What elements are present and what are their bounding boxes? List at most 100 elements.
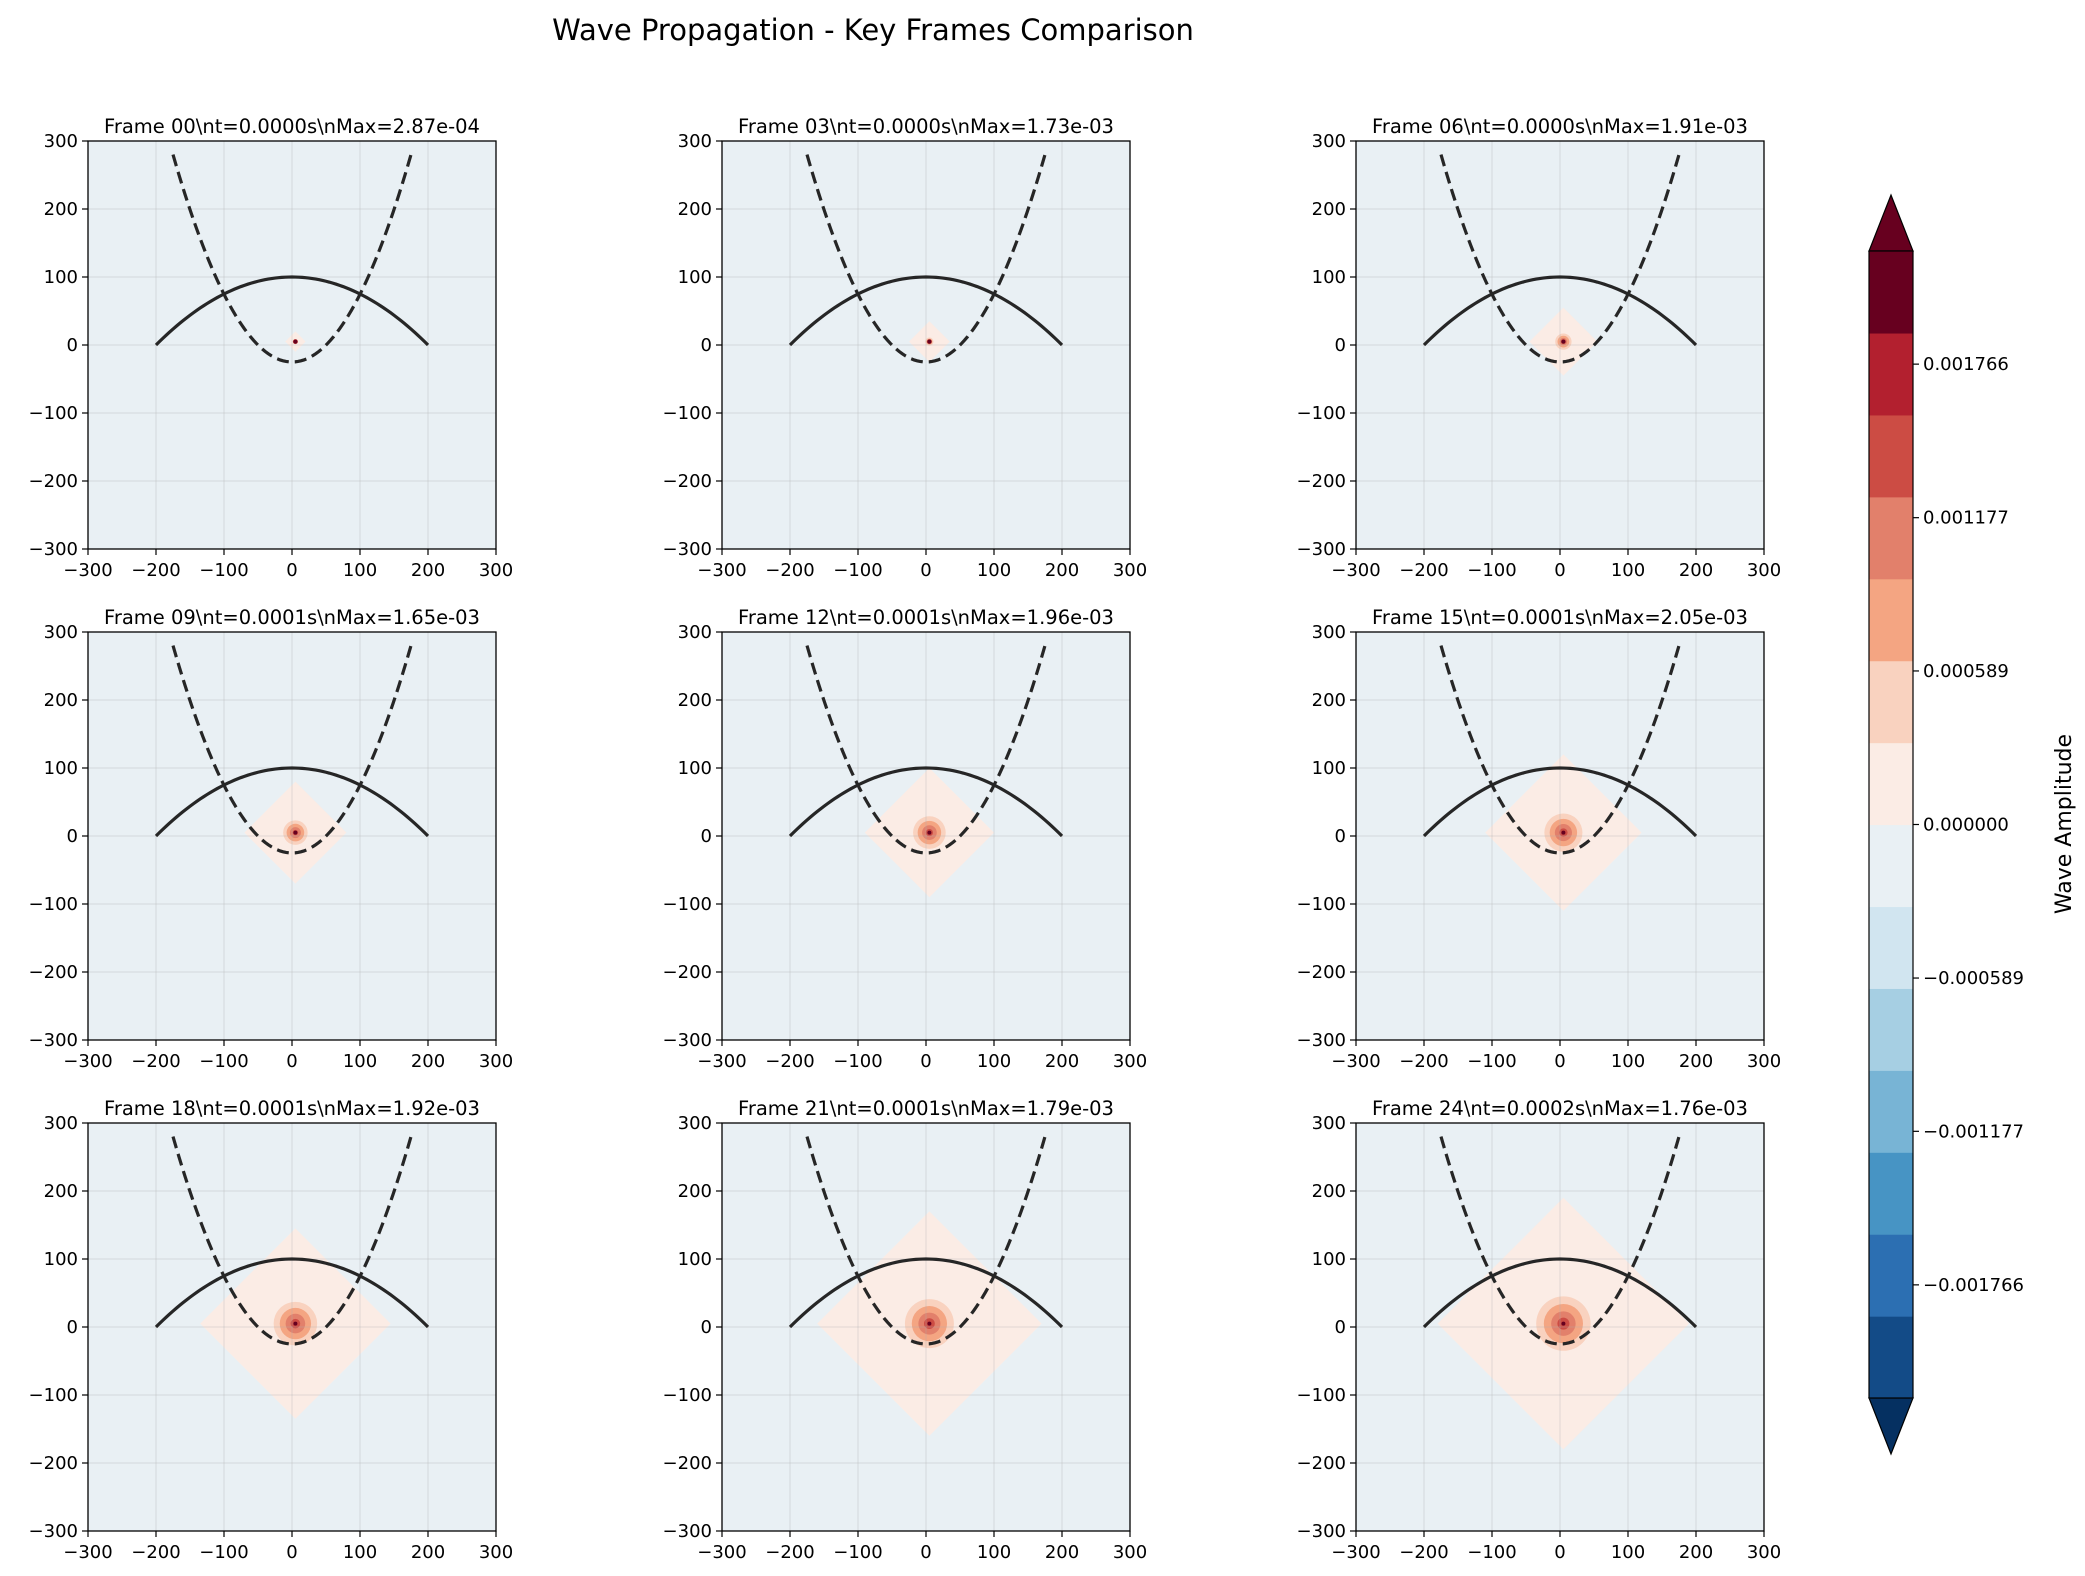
x-tick-label: −300 bbox=[63, 560, 112, 581]
x-tick-label: 300 bbox=[479, 1051, 513, 1072]
y-tick-label: 300 bbox=[678, 131, 712, 152]
x-tick-label: 300 bbox=[1113, 560, 1147, 581]
y-tick-label: 300 bbox=[678, 622, 712, 643]
x-tick-label: 200 bbox=[1679, 1542, 1713, 1563]
colorbar-segment bbox=[1869, 251, 1913, 334]
x-tick-label: −300 bbox=[63, 1542, 112, 1563]
x-tick-label: 0 bbox=[920, 1542, 931, 1563]
y-tick-label: 0 bbox=[1335, 335, 1346, 356]
panels-grid: −300 −200 −100 0 100 200 300 −300 −200 −100 0 100 20… bbox=[29, 115, 1782, 1563]
colorbar-extend-max bbox=[1868, 193, 1914, 252]
y-tick-label: −100 bbox=[29, 894, 78, 915]
x-tick-label: −200 bbox=[1399, 1051, 1448, 1072]
x-tick-label: 100 bbox=[977, 560, 1011, 581]
x-tick-label: −200 bbox=[765, 1051, 814, 1072]
x-tick-label: 300 bbox=[479, 1542, 513, 1563]
colorbar-segment bbox=[1869, 1316, 1913, 1399]
solid-curve bbox=[788, 766, 1064, 838]
colorbar-tick-label: −0.000589 bbox=[1923, 968, 2024, 989]
y-tick-label: 100 bbox=[1312, 758, 1346, 779]
x-tick-label: −200 bbox=[131, 1542, 180, 1563]
x-tick-label: −300 bbox=[1331, 1542, 1380, 1563]
colorbar-segment bbox=[1869, 906, 1913, 989]
wave-source bbox=[293, 1321, 298, 1326]
colorbar-segment bbox=[1869, 1152, 1913, 1235]
panel-title: Frame 12\nt=0.0001s\nMax=1.96e-03 bbox=[738, 606, 1114, 629]
x-tick-label: −300 bbox=[63, 1051, 112, 1072]
x-tick-label: 300 bbox=[1113, 1542, 1147, 1563]
panel-title: Frame 21\nt=0.0001s\nMax=1.79e-03 bbox=[738, 1097, 1114, 1120]
wave-source bbox=[1561, 339, 1566, 344]
solid-curve bbox=[154, 766, 430, 838]
x-tick-label: 0 bbox=[286, 1542, 297, 1563]
wave-source bbox=[1561, 1321, 1566, 1326]
wave-source bbox=[293, 339, 298, 344]
y-tick-label: 0 bbox=[67, 1317, 78, 1338]
x-tick-label: −100 bbox=[833, 1051, 882, 1072]
wave-source bbox=[1561, 830, 1566, 835]
y-tick-label: −100 bbox=[1297, 894, 1346, 915]
y-tick-label: 200 bbox=[44, 690, 78, 711]
y-tick-label: −200 bbox=[29, 962, 78, 983]
y-tick-label: 0 bbox=[1335, 1317, 1346, 1338]
solid-curve bbox=[154, 1257, 430, 1329]
y-tick-label: −100 bbox=[29, 403, 78, 424]
x-tick-label: −200 bbox=[1399, 1542, 1448, 1563]
x-tick-label: 300 bbox=[1747, 1051, 1781, 1072]
y-tick-label: −100 bbox=[29, 1385, 78, 1406]
wave-source bbox=[293, 830, 298, 835]
y-tick-label: 200 bbox=[44, 1181, 78, 1202]
y-tick-label: −100 bbox=[1297, 1385, 1346, 1406]
panel-6: −300 −200 −100 0 100 200 300 −300 −200 −100 0 100 20… bbox=[29, 1097, 514, 1563]
colorbar-tick-label: 0.001766 bbox=[1923, 354, 2009, 375]
x-tick-label: −100 bbox=[199, 1051, 248, 1072]
y-tick-label: −300 bbox=[1297, 539, 1346, 560]
colorbar-segment bbox=[1869, 1234, 1913, 1317]
x-tick-label: −100 bbox=[1467, 1051, 1516, 1072]
wave-source bbox=[927, 830, 932, 835]
x-tick-label: 0 bbox=[1554, 1542, 1565, 1563]
x-tick-label: 200 bbox=[411, 1542, 445, 1563]
x-tick-label: 100 bbox=[343, 1542, 377, 1563]
y-tick-label: 200 bbox=[1312, 690, 1346, 711]
panel-5: −300 −200 −100 0 100 200 300 −300 −200 −100 0 100 20… bbox=[1297, 606, 1782, 1072]
y-tick-label: 100 bbox=[44, 758, 78, 779]
colorbar-segment bbox=[1869, 742, 1913, 826]
x-tick-label: 200 bbox=[1045, 1051, 1079, 1072]
y-tick-label: 0 bbox=[1335, 826, 1346, 847]
x-tick-label: −100 bbox=[833, 1542, 882, 1563]
y-tick-label: 0 bbox=[701, 335, 712, 356]
solid-curve bbox=[154, 275, 430, 347]
y-tick-label: −300 bbox=[29, 1030, 78, 1051]
y-tick-label: 100 bbox=[1312, 267, 1346, 288]
y-tick-label: −200 bbox=[29, 471, 78, 492]
panel-title: Frame 06\nt=0.0000s\nMax=1.91e-03 bbox=[1372, 115, 1748, 138]
y-tick-label: −300 bbox=[663, 539, 712, 560]
x-tick-label: 300 bbox=[479, 560, 513, 581]
x-tick-label: −200 bbox=[131, 1051, 180, 1072]
x-tick-label: −300 bbox=[1331, 1051, 1380, 1072]
colorbar-tick-label: 0.001177 bbox=[1923, 508, 2009, 529]
x-tick-label: −300 bbox=[697, 1051, 746, 1072]
y-tick-label: 0 bbox=[701, 1317, 712, 1338]
colorbar-tick-label: −0.001177 bbox=[1923, 1121, 2024, 1142]
y-tick-label: −300 bbox=[1297, 1521, 1346, 1542]
x-tick-label: 100 bbox=[977, 1051, 1011, 1072]
x-tick-label: −100 bbox=[833, 560, 882, 581]
panel-title: Frame 09\nt=0.0001s\nMax=1.65e-03 bbox=[104, 606, 480, 629]
wave-source bbox=[927, 1321, 932, 1326]
panel-2: −300 −200 −100 0 100 200 300 −300 −200 −100 0 100 20… bbox=[1297, 115, 1782, 581]
y-tick-label: −200 bbox=[663, 962, 712, 983]
y-tick-label: −300 bbox=[29, 539, 78, 560]
y-tick-label: −100 bbox=[663, 403, 712, 424]
y-tick-label: −200 bbox=[663, 471, 712, 492]
solid-curve bbox=[1422, 275, 1698, 347]
colorbar-segment bbox=[1869, 1070, 1913, 1153]
panel-title: Frame 15\nt=0.0001s\nMax=2.05e-03 bbox=[1372, 606, 1748, 629]
y-tick-label: −200 bbox=[29, 1453, 78, 1474]
x-tick-label: 0 bbox=[286, 1051, 297, 1072]
y-tick-label: −300 bbox=[29, 1521, 78, 1542]
panel-3: −300 −200 −100 0 100 200 300 −300 −200 −100 0 100 20… bbox=[29, 606, 514, 1072]
x-tick-label: −300 bbox=[697, 1542, 746, 1563]
panel-7: −300 −200 −100 0 100 200 300 −300 −200 −100 0 100 20… bbox=[663, 1097, 1148, 1563]
